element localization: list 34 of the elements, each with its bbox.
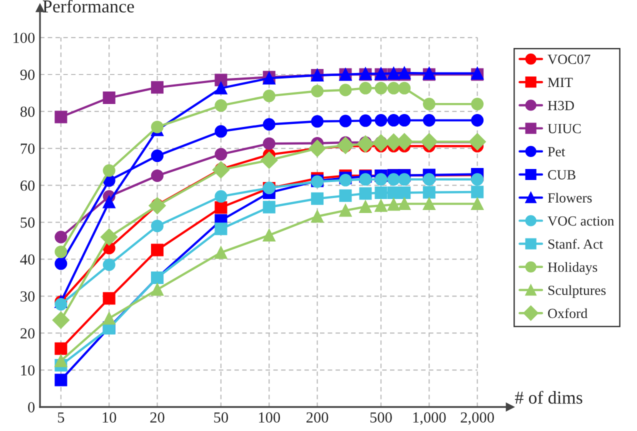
y-tick-label: 60 — [20, 180, 35, 191]
legend-label: MIT — [548, 78, 573, 87]
x-tick-label: 200 — [306, 412, 328, 423]
y-tick-label: 30 — [20, 291, 35, 302]
legend-label: Stanf. Act — [548, 238, 603, 249]
legend-label: Holidays — [548, 262, 598, 275]
legend-label: VOC07 — [548, 54, 590, 64]
x-tick-label: 500 — [370, 412, 392, 423]
x-tick-label: 20 — [150, 412, 164, 423]
y-tick-label: 100 — [14, 32, 35, 44]
y-tick-label: 90 — [20, 70, 35, 80]
x-tick-label: 50 — [214, 412, 228, 423]
legend-label: Pet — [548, 147, 566, 156]
legend-label: Oxford — [548, 308, 588, 318]
legend-label: UIUC — [548, 124, 581, 134]
y-tick-label: 10 — [21, 365, 35, 376]
y-tick-label: 50 — [20, 217, 35, 228]
x-axis-title: # of dims — [515, 390, 582, 404]
y-tick-label: 80 — [20, 106, 35, 117]
legend-label: H3D — [548, 100, 574, 110]
legend-label: Flowers — [548, 192, 592, 203]
x-tick-label: 2,000 — [460, 412, 494, 425]
legend-label: CUB — [548, 170, 576, 180]
x-tick-label: 10 — [102, 412, 116, 423]
y-tick-label: 0 — [28, 402, 35, 412]
y-tick-label: 70 — [20, 144, 35, 154]
y-tick-label: 20 — [20, 328, 35, 339]
legend-label: VOC action — [548, 216, 614, 226]
x-tick-label: 1,000 — [413, 412, 446, 425]
legend-label: Sculptures — [548, 285, 606, 298]
x-tick-label: 100 — [259, 412, 280, 423]
y-axis-title: Performance — [42, 0, 134, 13]
y-tick-label: 40 — [20, 254, 35, 265]
x-tick-label: 5 — [58, 412, 64, 423]
